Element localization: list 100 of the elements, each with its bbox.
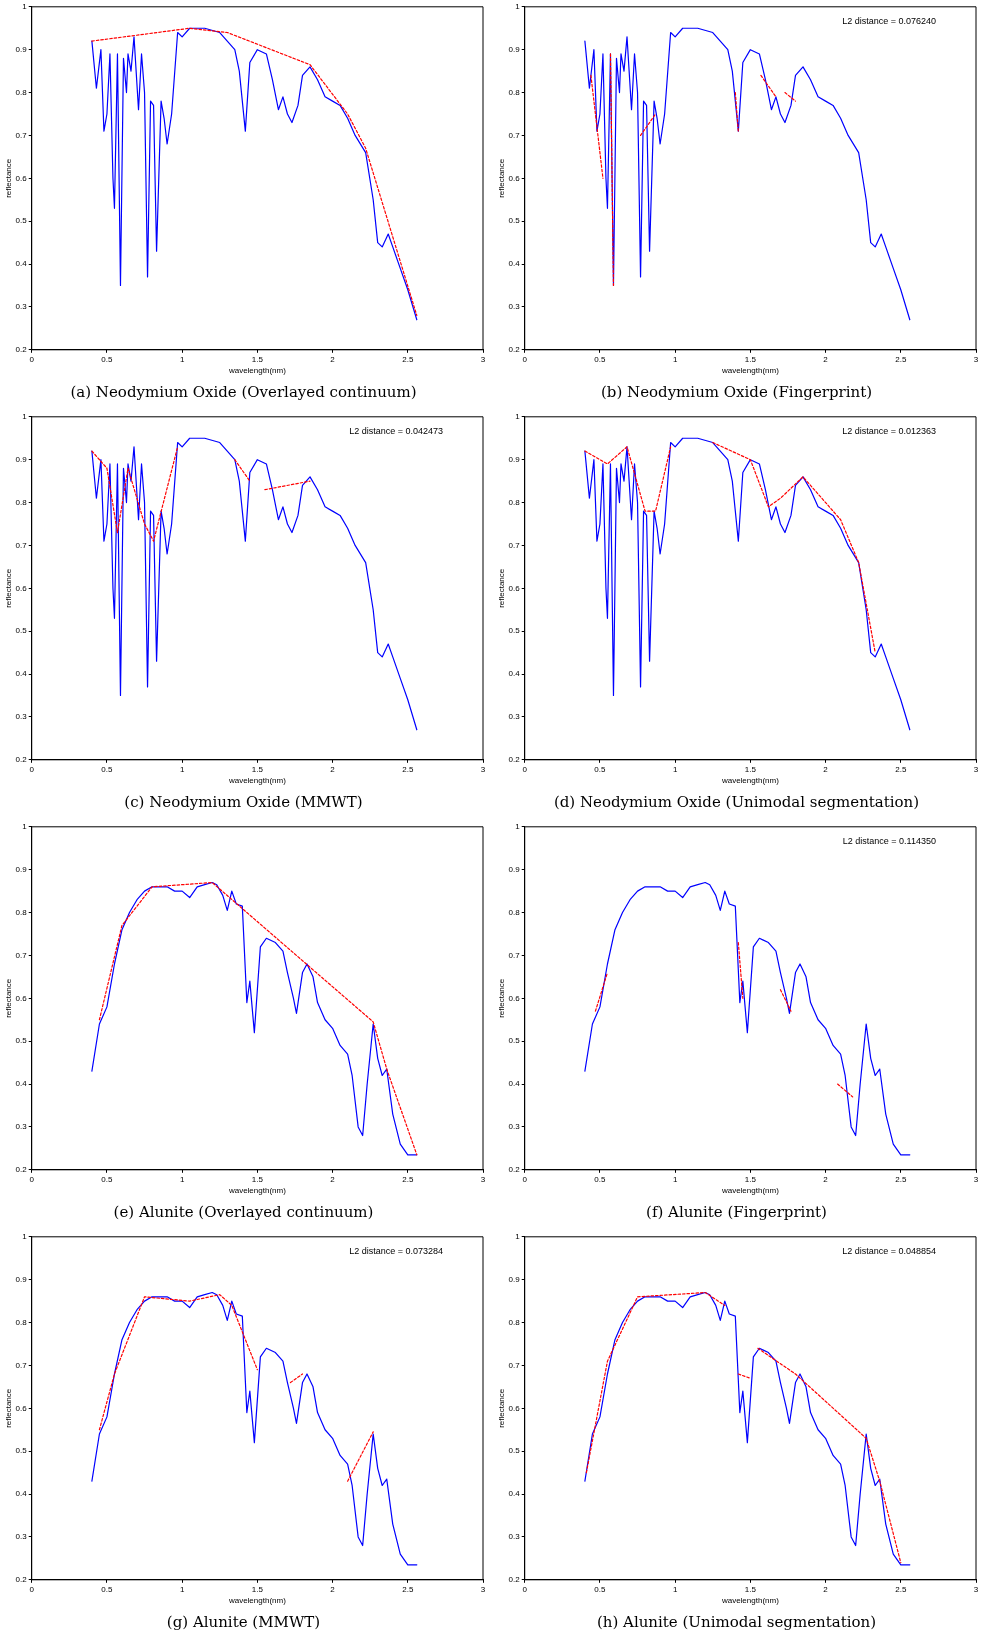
- y-tick-label: 0.6: [508, 993, 521, 1003]
- x-tick-label: 3: [973, 354, 979, 364]
- y-tick-label: 0.8: [508, 1317, 521, 1327]
- x-tick-label: 2.5: [895, 764, 907, 774]
- x-tick-label: 1.5: [744, 354, 757, 364]
- x-axis-title: wavelength(nm): [227, 776, 287, 786]
- y-tick-label: 1: [515, 2, 521, 11]
- text: (c) Neodymium Oxide (MMWT): [124, 792, 363, 811]
- y-tick-label: 0.9: [508, 864, 521, 874]
- y-axis-title: reflectance: [4, 568, 13, 608]
- x-tick-label: 0: [29, 354, 35, 364]
- y-tick-label: 0.2: [508, 755, 521, 764]
- x-tick-label: 2.5: [402, 1174, 414, 1184]
- x-axis-title: wavelength(nm): [720, 1186, 780, 1196]
- x-tick-label: 2: [823, 1584, 829, 1594]
- x-tick-label: 0: [29, 764, 35, 774]
- y-tick-label: 0.7: [15, 1360, 28, 1370]
- y-tick-label: 0.7: [508, 1360, 521, 1370]
- y-tick-label: 0.8: [508, 497, 521, 507]
- y-tick-label: 0.6: [15, 993, 28, 1003]
- y-tick-label: 0.9: [15, 864, 28, 874]
- y-tick-label: 0.4: [508, 1079, 521, 1089]
- text: (d) Neodymium Oxide (Unimodal segmentation): [553, 792, 920, 811]
- y-tick-label: 0.6: [508, 1403, 521, 1413]
- x-tick-label: 1: [179, 354, 185, 364]
- y-axis-title: reflectance: [4, 978, 13, 1018]
- x-tick-label: 0: [522, 354, 528, 364]
- y-tick-label: 0.7: [508, 950, 521, 960]
- y-tick-label: 0.5: [508, 1446, 521, 1456]
- text: (e) Alunite (Overlayed continuum): [113, 1202, 374, 1221]
- x-axis-title: wavelength(nm): [720, 1596, 780, 1606]
- y-tick-label: 0.8: [15, 87, 28, 97]
- y-tick-label: 0.2: [508, 1575, 521, 1584]
- y-tick-label: 0.5: [15, 1036, 28, 1046]
- x-tick-label: 0.5: [594, 1584, 607, 1594]
- text: (g) Alunite (MMWT): [166, 1612, 321, 1631]
- x-tick-label: 1.5: [251, 764, 264, 774]
- y-tick-label: 0.7: [15, 540, 28, 550]
- x-axis-title: wavelength(nm): [720, 366, 780, 376]
- y-axis-title: reflectance: [497, 158, 506, 198]
- y-tick-label: 0.3: [15, 712, 28, 722]
- x-tick-label: 0: [29, 1584, 35, 1594]
- x-tick-label: 0: [522, 764, 528, 774]
- y-tick-label: 0.4: [508, 1489, 521, 1499]
- y-tick-label: 0.3: [508, 1532, 521, 1542]
- y-tick-label: 0.9: [508, 1274, 521, 1284]
- y-tick-label: 0.9: [508, 454, 521, 464]
- y-tick-label: 0.2: [15, 755, 28, 764]
- y-tick-label: 0.6: [15, 1403, 28, 1413]
- y-tick-label: 1: [515, 822, 521, 831]
- x-tick-label: 2: [330, 1584, 336, 1594]
- y-axis-title: reflectance: [4, 158, 13, 198]
- x-axis-title: wavelength(nm): [720, 776, 780, 786]
- x-tick-label: 2: [330, 354, 336, 364]
- x-tick-label: 1: [179, 1584, 185, 1594]
- x-tick-label: 2: [330, 764, 336, 774]
- y-tick-label: 0.5: [508, 626, 521, 636]
- annotation: L2 distance = 0.114350: [842, 835, 936, 846]
- y-tick-label: 0.2: [508, 345, 521, 354]
- x-tick-label: 0.5: [101, 354, 114, 364]
- x-tick-label: 2.5: [895, 1174, 907, 1184]
- annotation: L2 distance = 0.076240: [842, 15, 936, 26]
- annotation: L2 distance = 0.073284: [349, 1245, 443, 1256]
- y-axis-title: reflectance: [4, 1388, 13, 1428]
- y-tick-label: 0.3: [508, 1122, 521, 1132]
- x-tick-label: 0.5: [101, 764, 114, 774]
- x-tick-label: 3: [973, 1584, 979, 1594]
- y-tick-label: 0.6: [508, 583, 521, 593]
- x-tick-label: 0: [522, 1584, 528, 1594]
- y-tick-label: 0.4: [508, 669, 521, 679]
- x-tick-label: 1.5: [251, 1584, 264, 1594]
- y-tick-label: 0.4: [15, 1079, 28, 1089]
- annotation: L2 distance = 0.012363: [842, 425, 936, 436]
- annotation: L2 distance = 0.048854: [842, 1245, 936, 1256]
- y-tick-label: 0.2: [15, 1165, 28, 1174]
- y-tick-label: 0.7: [508, 130, 521, 140]
- y-tick-label: 0.9: [508, 44, 521, 54]
- x-tick-label: 2.5: [895, 354, 907, 364]
- y-tick-label: 0.3: [508, 302, 521, 312]
- x-tick-label: 3: [480, 1174, 486, 1184]
- x-tick-label: 2.5: [895, 1584, 907, 1594]
- y-tick-label: 1: [22, 412, 28, 421]
- x-tick-label: 0.5: [594, 1174, 607, 1184]
- y-axis-title: reflectance: [497, 568, 506, 608]
- y-tick-label: 0.5: [15, 1446, 28, 1456]
- y-tick-label: 0.8: [15, 907, 28, 917]
- y-tick-label: 0.7: [508, 540, 521, 550]
- y-tick-label: 0.6: [508, 173, 521, 183]
- x-tick-label: 1: [672, 764, 678, 774]
- text: (a) Neodymium Oxide (Overlayed continuum): [70, 382, 417, 401]
- text: (b) Neodymium Oxide (Fingerprint): [600, 382, 873, 401]
- y-tick-label: 0.8: [15, 1317, 28, 1327]
- y-tick-label: 0.8: [508, 907, 521, 917]
- annotation: L2 distance = 0.042473: [349, 425, 443, 436]
- y-tick-label: 0.6: [15, 173, 28, 183]
- y-tick-label: 0.2: [15, 1575, 28, 1584]
- x-tick-label: 1.5: [744, 1174, 757, 1184]
- y-tick-label: 0.3: [508, 712, 521, 722]
- y-tick-label: 0.5: [508, 1036, 521, 1046]
- x-tick-label: 2.5: [402, 1584, 414, 1594]
